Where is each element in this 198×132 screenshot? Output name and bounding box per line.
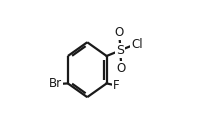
Text: O: O [115,26,124,39]
Text: S: S [116,44,124,57]
Text: O: O [117,62,126,75]
Text: Cl: Cl [131,38,143,51]
Text: F: F [113,79,120,93]
Text: Br: Br [49,77,62,90]
